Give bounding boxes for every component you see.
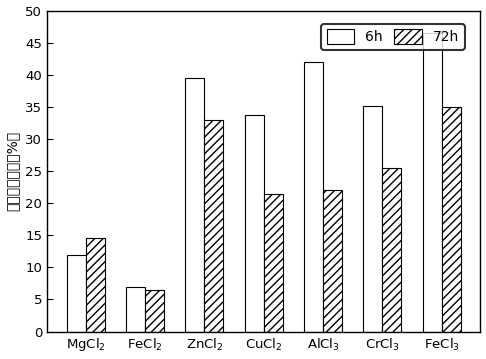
Bar xyxy=(145,290,164,332)
Bar xyxy=(185,78,204,332)
Bar xyxy=(304,62,323,332)
Bar xyxy=(382,168,401,332)
Bar xyxy=(442,107,461,332)
Bar xyxy=(86,238,104,332)
Bar xyxy=(364,106,382,332)
Bar xyxy=(264,194,283,332)
Bar xyxy=(126,286,145,332)
Bar xyxy=(67,255,86,332)
Bar xyxy=(423,33,442,332)
Bar xyxy=(204,120,224,332)
Bar xyxy=(245,115,264,332)
Legend: 6h, 72h: 6h, 72h xyxy=(321,24,465,50)
Bar xyxy=(323,190,342,332)
Y-axis label: 葫葡糖增长率（%）: 葫葡糖增长率（%） xyxy=(5,131,19,211)
